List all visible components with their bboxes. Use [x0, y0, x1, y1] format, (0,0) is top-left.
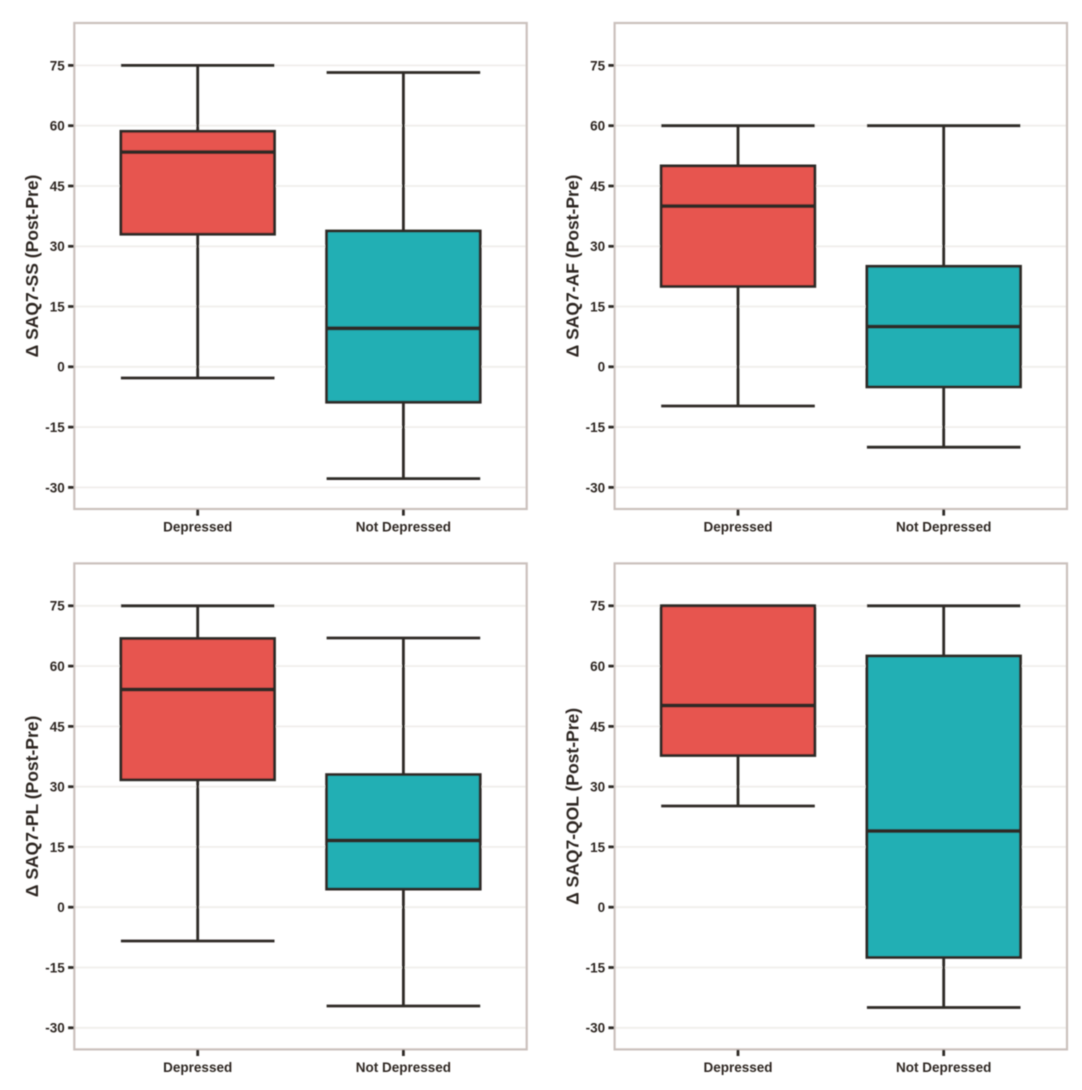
svg-text:Depressed: Depressed	[703, 519, 772, 534]
svg-text:75: 75	[50, 58, 66, 73]
svg-text:60: 60	[590, 659, 605, 674]
svg-text:Δ SAQ7-PL (Post-Pre): Δ SAQ7-PL (Post-Pre)	[22, 716, 42, 897]
svg-text:-15: -15	[45, 960, 65, 975]
svg-text:15: 15	[50, 299, 66, 314]
svg-text:-15: -15	[45, 420, 65, 435]
svg-text:-30: -30	[45, 480, 65, 495]
svg-text:Not Depressed: Not Depressed	[356, 1060, 451, 1075]
svg-text:-30: -30	[586, 480, 606, 495]
svg-text:45: 45	[50, 719, 66, 734]
svg-text:0: 0	[57, 900, 65, 915]
svg-text:Δ SAQ7-AF (Post-Pre): Δ SAQ7-AF (Post-Pre)	[562, 175, 582, 358]
svg-text:15: 15	[590, 299, 606, 314]
svg-text:30: 30	[590, 239, 605, 254]
svg-text:45: 45	[590, 179, 606, 194]
svg-text:-15: -15	[586, 420, 606, 435]
svg-text:Depressed: Depressed	[163, 519, 232, 534]
svg-text:Not Depressed: Not Depressed	[896, 519, 991, 534]
svg-text:Not Depressed: Not Depressed	[896, 1060, 991, 1075]
svg-text:0: 0	[598, 360, 606, 375]
svg-text:60: 60	[50, 659, 65, 674]
svg-text:75: 75	[50, 599, 66, 614]
svg-text:-30: -30	[45, 1021, 65, 1036]
svg-text:75: 75	[590, 599, 606, 614]
svg-text:60: 60	[50, 119, 65, 134]
svg-text:45: 45	[50, 179, 66, 194]
svg-text:0: 0	[57, 360, 65, 375]
svg-text:15: 15	[50, 840, 66, 855]
svg-text:75: 75	[590, 58, 606, 73]
svg-text:45: 45	[590, 719, 606, 734]
svg-text:30: 30	[50, 239, 65, 254]
svg-text:15: 15	[590, 840, 606, 855]
svg-text:60: 60	[590, 119, 605, 134]
svg-text:Depressed: Depressed	[703, 1060, 772, 1075]
svg-text:Depressed: Depressed	[163, 1060, 232, 1075]
svg-text:-30: -30	[586, 1021, 606, 1036]
svg-text:-15: -15	[586, 960, 606, 975]
svg-text:30: 30	[50, 780, 65, 795]
svg-text:30: 30	[590, 780, 605, 795]
svg-text:Not Depressed: Not Depressed	[356, 519, 451, 534]
svg-text:Δ SAQ7-SS (Post-Pre): Δ SAQ7-SS (Post-Pre)	[22, 175, 42, 358]
svg-text:0: 0	[598, 900, 606, 915]
svg-text:Δ SAQ7-QOL (Post-Pre): Δ SAQ7-QOL (Post-Pre)	[562, 708, 582, 905]
